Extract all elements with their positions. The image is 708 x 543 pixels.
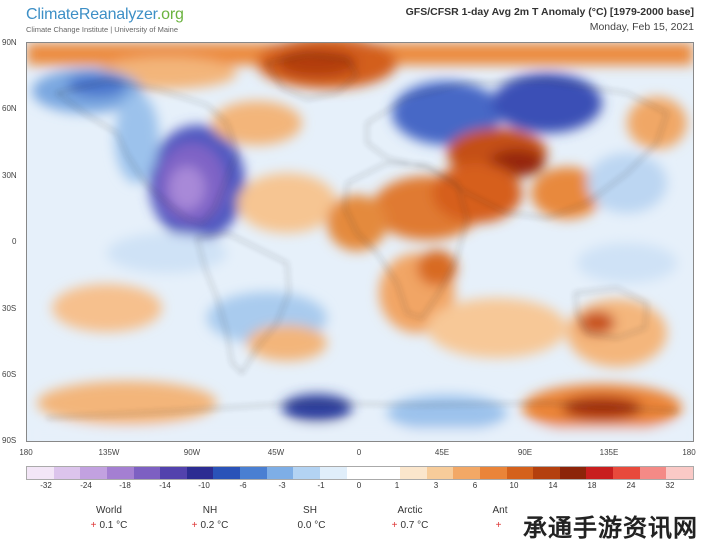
lon-label-45w: 45W	[267, 448, 285, 457]
stat-sign: +	[90, 520, 97, 531]
lon-label-135e: 135E	[599, 448, 619, 457]
lat-label-90n: 90N	[2, 38, 17, 47]
lat-label-30s: 30S	[2, 304, 17, 313]
stat-value: +	[455, 520, 545, 531]
colorbar-segment	[533, 467, 560, 479]
anomaly-map-svg	[27, 43, 693, 441]
map-title: GFS/CFSR 1-day Avg 2m T Anomaly (°C) [19…	[405, 6, 694, 18]
colorbar-segment	[186, 467, 214, 479]
lon-label-180e: 180	[682, 448, 696, 457]
colorbar-tick: 18	[587, 481, 597, 490]
colorbar-segment	[479, 467, 507, 479]
map-date: Monday, Feb 15, 2021	[589, 21, 694, 33]
colorbar-segment	[613, 467, 640, 479]
stat-number: 0.0 °C	[297, 520, 326, 531]
stat-sign: +	[495, 520, 502, 531]
lat-label-equator: 0	[12, 237, 17, 246]
lat-label-60n: 60N	[2, 104, 17, 113]
lon-label-180w: 180	[19, 448, 33, 457]
coastlines	[46, 54, 678, 419]
anomaly-field	[27, 43, 693, 441]
colorbar	[26, 466, 694, 480]
stat-label: Ant	[492, 505, 508, 516]
colorbar-tick: 0	[356, 481, 362, 490]
colorbar-segment	[346, 467, 374, 479]
colorbar-segment	[639, 467, 667, 479]
lon-label-135w: 135W	[98, 448, 120, 457]
stat-value: +0.1 °C	[64, 520, 154, 531]
colorbar-tick: -3	[278, 481, 286, 490]
anomaly-map[interactable]	[26, 42, 694, 442]
colorbar-segment	[320, 467, 347, 479]
colorbar-segment	[586, 467, 614, 479]
stat-antarctic: Ant +	[455, 505, 545, 531]
stat-label: World	[96, 505, 122, 516]
colorbar-segment	[53, 467, 81, 479]
colorbar-tick: -14	[159, 481, 171, 490]
lon-label-90w: 90W	[183, 448, 201, 457]
colorbar-segment	[373, 467, 400, 479]
stat-number: 0.7 °C	[400, 520, 429, 531]
colorbar-segment	[266, 467, 294, 479]
stat-number: 0.2 °C	[200, 520, 229, 531]
brand-logo[interactable]: ClimateReanalyzer.org	[26, 6, 184, 24]
colorbar-segment	[80, 467, 107, 479]
colorbar-segment	[293, 467, 321, 479]
watermark: 承通手游资讯网	[523, 514, 698, 542]
stat-value: 0.0 °C	[265, 520, 355, 531]
colorbar-tick: 24	[626, 481, 636, 490]
stat-world: World +0.1 °C	[64, 505, 154, 531]
stat-label: SH	[303, 505, 317, 516]
colorbar-segment	[453, 467, 480, 479]
colorbar-segment	[213, 467, 241, 479]
brand-subtitle: Climate Change Institute | University of…	[26, 25, 179, 34]
stat-sign: +	[391, 520, 398, 531]
colorbar-tick: 6	[472, 481, 478, 490]
stat-label: Arctic	[397, 505, 423, 516]
stat-sh: SH 0.0 °C	[265, 505, 355, 531]
colorbar-tick: 1	[394, 481, 400, 490]
stat-value: +0.2 °C	[165, 520, 255, 531]
colorbar-tick: -24	[80, 481, 92, 490]
colorbar-segment	[506, 467, 534, 479]
lon-label-90e: 90E	[517, 448, 533, 457]
stat-value: +0.7 °C	[365, 520, 455, 531]
title-block: GFS/CFSR 1-day Avg 2m T Anomaly (°C) [19…	[406, 6, 694, 33]
colorbar-segment	[559, 467, 587, 479]
colorbar-segment	[133, 467, 161, 479]
colorbar-segment	[426, 467, 454, 479]
colorbar-tick: -32	[40, 481, 52, 490]
stat-arctic: Arctic +0.7 °C	[365, 505, 455, 531]
colorbar-tick: 14	[548, 481, 558, 490]
colorbar-segment	[399, 467, 427, 479]
colorbar-tick: 3	[433, 481, 439, 490]
lat-label-60s: 60S	[2, 370, 17, 379]
colorbar-segment	[160, 467, 187, 479]
colorbar-segment	[666, 467, 694, 479]
colorbar-tick: -10	[198, 481, 210, 490]
colorbar-segment	[106, 467, 134, 479]
stat-number: 0.1 °C	[99, 520, 128, 531]
brand: ClimateReanalyzer.org Climate Change Ins…	[26, 6, 184, 34]
colorbar-segment	[27, 467, 54, 479]
colorbar-tick: -18	[119, 481, 131, 490]
colorbar-tick: 32	[665, 481, 675, 490]
lat-label-90s: 90S	[2, 436, 17, 445]
stat-label: NH	[202, 505, 218, 516]
lat-label-30n: 30N	[2, 171, 17, 180]
colorbar-tick: -6	[239, 481, 247, 490]
lon-label-45e: 45E	[434, 448, 450, 457]
brand-name: ClimateReanalyzer	[26, 6, 157, 23]
stat-nh: NH +0.2 °C	[165, 505, 255, 531]
colorbar-segment	[240, 467, 267, 479]
stat-sign: +	[191, 520, 198, 531]
brand-tld: .org	[156, 6, 184, 23]
colorbar-tick: 10	[509, 481, 519, 490]
lon-label-0: 0	[356, 448, 362, 457]
colorbar-tick: -1	[317, 481, 325, 490]
